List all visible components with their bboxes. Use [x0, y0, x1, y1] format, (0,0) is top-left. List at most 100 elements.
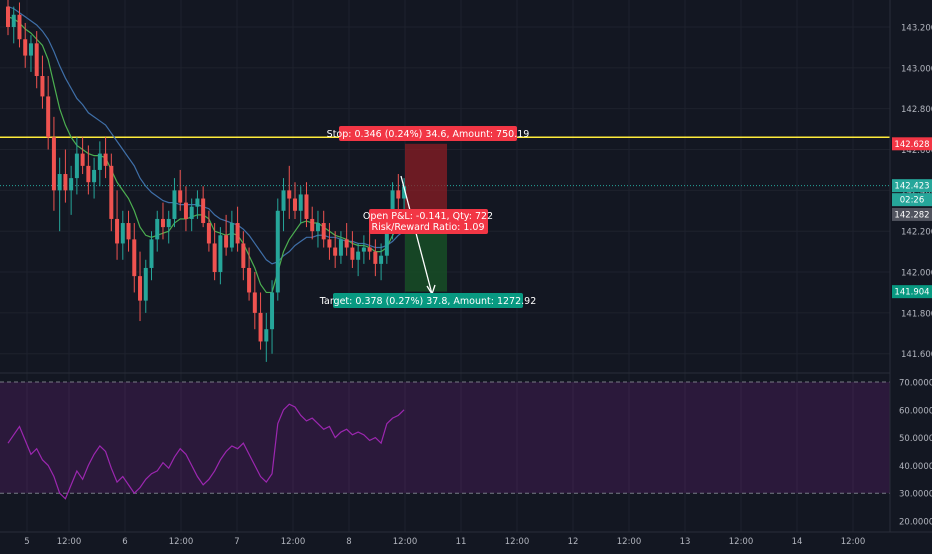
- candle-body: [356, 251, 361, 260]
- candle-body: [396, 190, 401, 199]
- price-tick-label: 142.600: [901, 146, 932, 156]
- pnl-label-line1: Open P&L: -0.141, Qty: 722: [363, 211, 493, 222]
- price-tick-label: 142.200: [901, 228, 932, 238]
- time-tick-label: 12:00: [57, 537, 82, 547]
- candle-body: [252, 292, 257, 313]
- moving-averages: [7, 6, 405, 294]
- candle-body: [293, 198, 297, 211]
- candle-body: [103, 153, 108, 166]
- candle-body: [28, 43, 33, 56]
- price-tick-label: 142.000: [901, 269, 932, 279]
- candle-body: [17, 14, 22, 40]
- candle-body: [298, 194, 303, 211]
- stop-label: Stop: 0.346 (0.24%) 34.6, Amount: 750.19: [327, 129, 530, 140]
- target-price-tag: 141.904: [894, 288, 929, 298]
- candle-body: [218, 235, 223, 273]
- candle-body: [155, 218, 160, 240]
- price-tick-label: 142.800: [901, 105, 932, 115]
- stop-price-tag: 142.628: [894, 140, 929, 150]
- last-price-tag: 142.423: [894, 182, 929, 192]
- time-axis[interactable]: 5 12:00 6 12:00 7 12:00 8 12:00 11 12:00 12 12:00 13…: [0, 531, 932, 547]
- time-tick-label: 11: [456, 537, 467, 547]
- time-tick-label: 5: [24, 537, 29, 547]
- candle-body: [120, 223, 125, 244]
- entry-price-tag-bg: [892, 207, 932, 221]
- time-tick-label: 13: [680, 537, 691, 547]
- candle-body: [281, 190, 286, 211]
- candle-body: [166, 218, 171, 228]
- candle-body: [241, 243, 246, 268]
- candle-body: [212, 243, 217, 273]
- candle-body: [132, 239, 137, 277]
- price-axis-bg: [890, 0, 932, 550]
- candle-body: [333, 247, 338, 256]
- candle-body: [11, 14, 16, 27]
- rsi-line: [7, 403, 405, 500]
- time-tick-label: 12:00: [617, 537, 642, 547]
- time-tick-label: 12:00: [729, 537, 754, 547]
- candle-body: [338, 239, 343, 256]
- candle-body: [172, 190, 177, 219]
- time-tick-label: 7: [234, 537, 239, 547]
- candle-body: [51, 137, 56, 191]
- candle-body: [138, 276, 143, 301]
- candle-body: [201, 198, 206, 224]
- stop-zone: [405, 143, 447, 215]
- candle-body: [74, 153, 79, 179]
- grid-lines: [0, 0, 890, 532]
- candle-body: [258, 312, 263, 342]
- candle-body: [235, 223, 240, 244]
- candle-body: [229, 223, 234, 248]
- candle-body: [23, 39, 28, 56]
- candle-body: [6, 6, 10, 27]
- last-price-tag-bg: [892, 179, 932, 193]
- candle-body: [379, 255, 384, 264]
- candle-body: [63, 174, 68, 191]
- candle-body: [92, 169, 97, 183]
- candle-body: [69, 178, 74, 191]
- price-tick-label: 141.800: [901, 309, 932, 319]
- time-tick-label: 12:00: [841, 537, 866, 547]
- candle-body: [287, 190, 292, 199]
- time-tick-label: 12:00: [505, 537, 530, 547]
- price-axis[interactable]: 143.200143.000142.800142.600142.400142.2…: [889, 0, 932, 550]
- candle-body: [344, 239, 349, 248]
- price-tick-label: 141.600: [901, 350, 932, 360]
- candle-body: [86, 165, 91, 183]
- rsi-tick-label: 60.0000: [899, 406, 932, 416]
- target-label-bg: [333, 293, 523, 308]
- rsi-pane: [0, 372, 932, 500]
- candle-body: [270, 292, 275, 330]
- pnl-label-line2: Risk/Reward Ratio: 1.09: [371, 222, 484, 233]
- position-labels: Stop: 0.346 (0.24%) 34.6, Amount: 750.19…: [319, 126, 536, 308]
- candle-body: [321, 223, 326, 240]
- time-tick-label: 12:00: [169, 537, 194, 547]
- candle-body: [195, 198, 200, 207]
- candle-body: [40, 76, 45, 97]
- candle-body: [384, 231, 389, 256]
- candles: [6, 0, 407, 362]
- candle-body: [57, 174, 62, 191]
- arrow-shaft: [400, 175, 433, 295]
- rsi-tick-label: 70.0000: [899, 379, 932, 389]
- candle-body: [327, 239, 332, 248]
- candle-body: [224, 235, 229, 248]
- ema-slow-line: [7, 6, 405, 265]
- time-tick-label: 14: [792, 537, 803, 547]
- rsi-tick-label: 50.0000: [899, 434, 932, 444]
- pnl-label-bg: [369, 209, 488, 234]
- time-tick-label: 8: [346, 537, 351, 547]
- candle-body: [183, 202, 188, 219]
- stop-price-tag-bg: [892, 137, 932, 151]
- price-tick-label: 143.200: [901, 24, 932, 34]
- candle-body: [247, 267, 252, 293]
- candle-body: [109, 165, 114, 219]
- rsi-tick-label: 30.0000: [899, 490, 932, 500]
- price-tick-label: 143.000: [901, 64, 932, 74]
- candle-body: [264, 329, 269, 342]
- rsi-band-fill: [0, 382, 890, 494]
- candle-body: [115, 218, 120, 244]
- entry-price-tag: 142.282: [894, 210, 929, 220]
